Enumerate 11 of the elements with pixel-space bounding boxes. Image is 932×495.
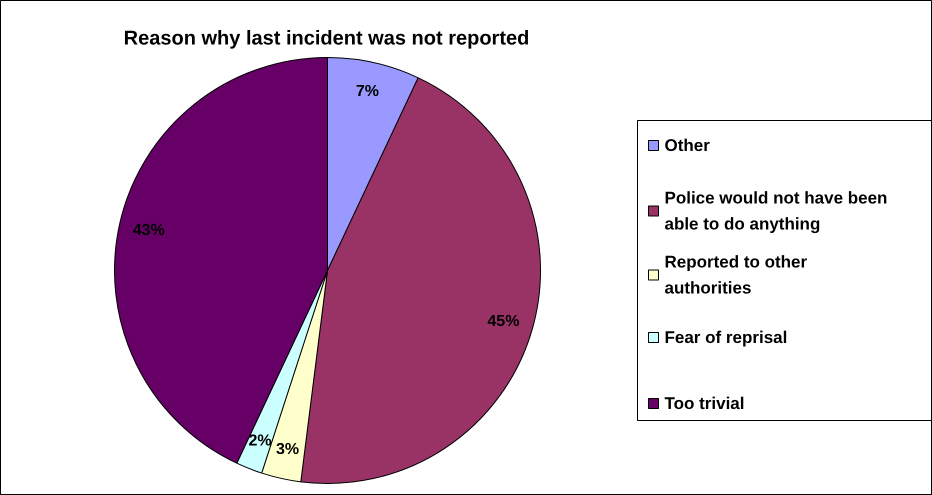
data-label: 2% [248, 432, 272, 450]
legend-label: Police would not have been able to do anything [664, 188, 888, 234]
legend-label: Fear of reprisal [664, 328, 788, 347]
legend-label: Other [664, 136, 710, 155]
legend-label: Reported to other authorities [664, 252, 808, 298]
data-label: 7% [356, 83, 380, 100]
data-label: 43% [132, 222, 165, 240]
data-label: 3% [276, 440, 300, 458]
data-label: 45% [487, 313, 520, 330]
legend-label: Too trivial [664, 394, 744, 413]
chart-title: Reason why last incident was not reported [124, 28, 530, 50]
